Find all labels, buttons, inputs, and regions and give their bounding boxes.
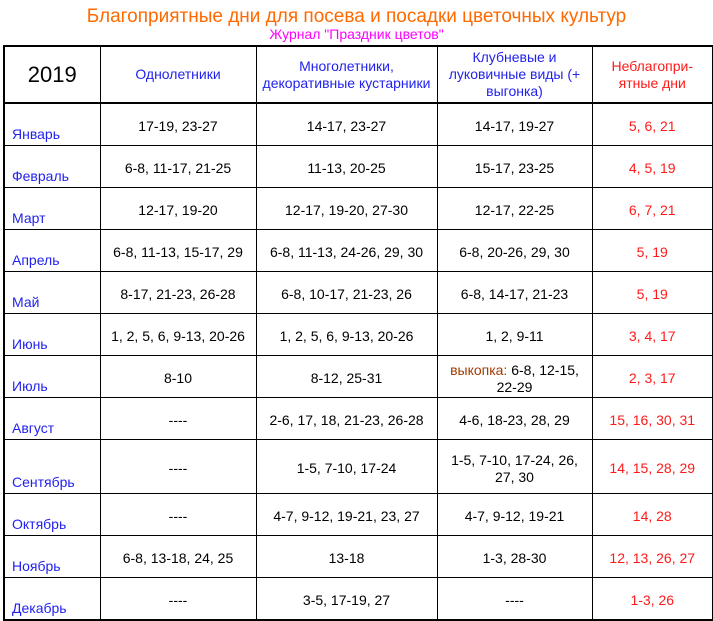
month-cell: Март xyxy=(3,187,101,230)
table-row: Март 12-17, 19-20 12-17, 19-20, 27-30 12-17… xyxy=(3,187,713,230)
header-row: 2019 Однолетники Многолетники, декоратив… xyxy=(3,45,713,104)
annuals-cell: 6-8, 11-13, 15-17, 29 xyxy=(99,229,257,272)
month-cell: Февраль xyxy=(3,145,101,188)
perennials-cell: 6-8, 11-13, 24-26, 29, 30 xyxy=(255,229,438,272)
perennials-cell: 1, 2, 5, 6, 9-13, 20-26 xyxy=(255,313,438,356)
annuals-cell: ---- xyxy=(99,493,257,536)
perennials-cell: 13-18 xyxy=(255,535,438,578)
harvest-note: выкопка: xyxy=(450,361,508,378)
unfavorable-cell: 15, 16, 30, 31 xyxy=(591,397,713,440)
month-cell: Май xyxy=(3,271,101,314)
bulbs-cell: 1-3, 28-30 xyxy=(436,535,593,578)
bulbs-cell: 12-17, 22-25 xyxy=(436,187,593,230)
unfavorable-header: Неблагопри-ятные дни xyxy=(591,45,713,104)
table-row: Июль 8-10 8-12, 25-31 выкопка: 6-8, 12-15, … xyxy=(3,355,713,398)
planting-calendar-table: 2019 Однолетники Многолетники, декоратив… xyxy=(3,45,713,621)
perennials-cell: 1-5, 7-10, 17-24 xyxy=(255,439,438,494)
bulbs-cell: 1-5, 7-10, 17-24, 26, 27, 30 xyxy=(436,439,593,494)
table-row: Июнь 1, 2, 5, 6, 9-13, 20-26 1, 2, 5, 6, 9… xyxy=(3,313,713,356)
month-cell: Июль xyxy=(3,355,101,398)
unfavorable-cell: 14, 15, 28, 29 xyxy=(591,439,713,494)
table-row: Октябрь ---- 4-7, 9-12, 19-21, 23, 27 4-7, … xyxy=(3,493,713,536)
year-header: 2019 xyxy=(3,45,101,104)
unfavorable-cell: 1-3, 26 xyxy=(591,577,713,621)
annuals-cell: ---- xyxy=(99,577,257,621)
bulbs-cell: 4-7, 9-12, 19-21 xyxy=(436,493,593,536)
page-title: Благоприятные дни для посева и посадки ц… xyxy=(86,6,627,27)
annuals-cell: 6-8, 11-17, 21-25 xyxy=(99,145,257,188)
unfavorable-cell: 4, 5, 19 xyxy=(591,145,713,188)
unfavorable-cell: 5, 19 xyxy=(591,271,713,314)
bulbs-cell: 4-6, 18-23, 28, 29 xyxy=(436,397,593,440)
page-subtitle: Журнал "Праздник цветов" xyxy=(269,26,444,42)
perennials-cell: 3-5, 17-19, 27 xyxy=(255,577,438,621)
unfavorable-cell: 3, 4, 17 xyxy=(591,313,713,356)
table-row: Январь 17-19, 23-27 14-17, 23-27 14-17, 19-… xyxy=(3,102,713,146)
unfavorable-cell: 5, 19 xyxy=(591,229,713,272)
month-cell: Август xyxy=(3,397,101,440)
annuals-cell: 12-17, 19-20 xyxy=(99,187,257,230)
annuals-cell: 1, 2, 5, 6, 9-13, 20-26 xyxy=(99,313,257,356)
table-row: Сентябрь ---- 1-5, 7-10, 17-24 1-5, 7-10, 1… xyxy=(3,439,713,494)
perennials-cell: 6-8, 10-17, 21-23, 26 xyxy=(255,271,438,314)
perennials-cell: 8-12, 25-31 xyxy=(255,355,438,398)
annuals-header: Однолетники xyxy=(99,45,257,104)
table-row: Май 8-17, 21-23, 26-28 6-8, 10-17, 21-23, … xyxy=(3,271,713,314)
month-cell: Сентябрь xyxy=(3,439,101,494)
unfavorable-cell: 2, 3, 17 xyxy=(591,355,713,398)
bulbs-cell: ---- xyxy=(436,577,593,621)
annuals-cell: 8-10 xyxy=(99,355,257,398)
month-cell: Январь xyxy=(3,102,101,146)
bulbs-cell: 14-17, 19-27 xyxy=(436,102,593,146)
perennials-cell: 11-13, 20-25 xyxy=(255,145,438,188)
bulbs-cell: 6-8, 14-17, 21-23 xyxy=(436,271,593,314)
perennials-cell: 14-17, 23-27 xyxy=(255,102,438,146)
annuals-cell: 17-19, 23-27 xyxy=(99,102,257,146)
table-row: Декабрь ---- 3-5, 17-19, 27 ---- 1-3, 26 xyxy=(3,577,713,621)
annuals-cell: 6-8, 13-18, 24, 25 xyxy=(99,535,257,578)
perennials-cell: 4-7, 9-12, 19-21, 23, 27 xyxy=(255,493,438,536)
annuals-cell: 8-17, 21-23, 26-28 xyxy=(99,271,257,314)
bulbs-value: 6-8, 12-15, 22-29 xyxy=(496,361,579,395)
unfavorable-cell: 5, 6, 21 xyxy=(591,102,713,146)
perennials-cell: 12-17, 19-20, 27-30 xyxy=(255,187,438,230)
annuals-cell: ---- xyxy=(99,439,257,494)
unfavorable-cell: 6, 7, 21 xyxy=(591,187,713,230)
unfavorable-cell: 12, 13, 26, 27 xyxy=(591,535,713,578)
bulbs-cell: выкопка: 6-8, 12-15, 22-29 xyxy=(436,355,593,398)
month-cell: Октябрь xyxy=(3,493,101,536)
month-cell: Июнь xyxy=(3,313,101,356)
table-row: Август ---- 2-6, 17, 18, 21-23, 26-28 4-6, … xyxy=(3,397,713,440)
bulbs-cell: 1, 2, 9-11 xyxy=(436,313,593,356)
bulbs-cell: 15-17, 23-25 xyxy=(436,145,593,188)
bulbs-header: Клубневые и луковичные виды (+ выгонка) xyxy=(436,45,593,104)
table-row: Ноябрь 6-8, 13-18, 24, 25 13-18 1-3, 28-30 1… xyxy=(3,535,713,578)
table-row: Февраль 6-8, 11-17, 21-25 11-13, 20-25 15-1… xyxy=(3,145,713,188)
perennials-cell: 2-6, 17, 18, 21-23, 26-28 xyxy=(255,397,438,440)
table-row: Апрель 6-8, 11-13, 15-17, 29 6-8, 11-13, 2… xyxy=(3,229,713,272)
month-cell: Апрель xyxy=(3,229,101,272)
bulbs-cell: 6-8, 20-26, 29, 30 xyxy=(436,229,593,272)
month-cell: Ноябрь xyxy=(3,535,101,578)
month-cell: Декабрь xyxy=(3,577,101,621)
perennials-header: Многолетники, декоративные кустарники xyxy=(255,45,438,104)
annuals-cell: ---- xyxy=(99,397,257,440)
unfavorable-cell: 14, 28 xyxy=(591,493,713,536)
